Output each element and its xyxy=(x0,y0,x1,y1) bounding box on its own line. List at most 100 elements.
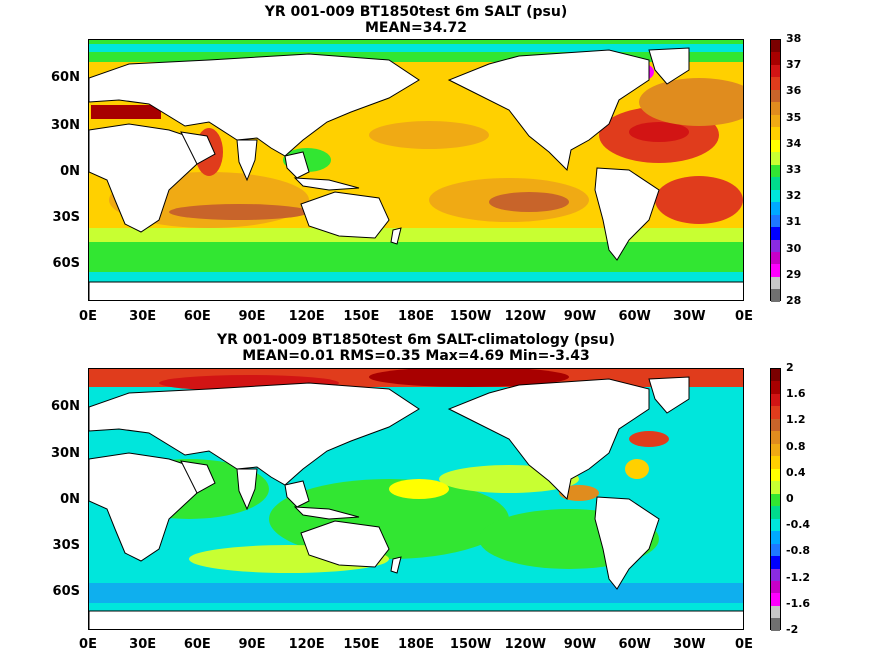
x-tick-label: 30E xyxy=(129,309,157,324)
y-tick-label: 60S xyxy=(52,584,80,599)
y-tick-label: 60N xyxy=(51,70,80,85)
colorbar-segment xyxy=(771,77,780,90)
x-tick-label: 30W xyxy=(673,637,706,652)
colorbar-label: 32 xyxy=(786,189,802,203)
colorbar-segment xyxy=(771,202,780,215)
salt-map xyxy=(88,39,744,301)
x-tick-label: 0E xyxy=(735,309,753,324)
y-tick-label: 0N xyxy=(60,492,80,507)
colorbar-label: -1.6 xyxy=(786,596,811,610)
x-tick-label: 60E xyxy=(183,637,211,652)
colorbar-segment xyxy=(771,127,780,140)
colorbar-segment xyxy=(771,531,780,544)
colorbar-segment xyxy=(771,468,780,482)
y-tick-label: 60N xyxy=(51,399,80,414)
colorbar-segment xyxy=(771,227,780,240)
salt-colorbar xyxy=(770,39,781,302)
colorbar-label: 1.6 xyxy=(786,387,806,401)
x-tick-label: 60W xyxy=(618,309,651,324)
colorbar-segment xyxy=(771,393,780,407)
x-tick-label: 120E xyxy=(288,309,325,324)
x-tick-label: 60W xyxy=(618,637,651,652)
colorbar-label: -2 xyxy=(786,623,799,636)
colorbar-label: 38 xyxy=(786,32,802,45)
colorbar-label: 1.2 xyxy=(786,413,806,427)
colorbar-segment xyxy=(771,264,780,277)
x-tick-label: 150E xyxy=(343,637,380,652)
colorbar-segment xyxy=(771,89,780,103)
panel1-title-line2: MEAN=34.72 xyxy=(364,20,468,36)
colorbar-label: 35 xyxy=(786,110,802,124)
colorbar-segment xyxy=(771,189,780,203)
x-tick-label: 180E xyxy=(397,309,435,324)
x-tick-label: 120E xyxy=(288,637,325,652)
x-tick-label: 0E xyxy=(79,309,97,324)
colorbar-segment xyxy=(771,114,780,128)
colorbar-segment xyxy=(771,568,780,581)
colorbar-segment xyxy=(771,177,780,190)
salt-anomaly-map xyxy=(88,368,744,630)
colorbar-segment xyxy=(771,456,780,469)
colorbar-segment xyxy=(771,251,780,265)
colorbar-segment xyxy=(771,64,780,78)
colorbar-segment xyxy=(771,369,780,382)
colorbar-segment xyxy=(771,481,780,494)
x-tick-label: 90E xyxy=(238,637,266,652)
colorbar-label: 0.4 xyxy=(786,465,806,479)
colorbar-label: -1.2 xyxy=(786,570,811,584)
x-tick-label: 60E xyxy=(183,309,211,324)
colorbar-segment xyxy=(771,276,780,290)
y-tick-label: 30S xyxy=(52,210,80,225)
salt-anomaly-colorbar xyxy=(770,368,781,631)
x-tick-label: 90W xyxy=(563,637,597,652)
colorbar-segment xyxy=(771,556,780,569)
colorbar-segment xyxy=(771,506,780,519)
colorbar-label: 2 xyxy=(786,361,794,374)
colorbar-segment xyxy=(771,164,780,178)
colorbar-segment xyxy=(771,543,780,557)
x-tick-label: 180E xyxy=(397,637,435,652)
colorbar-label: 0.8 xyxy=(786,439,806,453)
panel1-title-line1: YR 001-009 BT1850test 6m SALT (psu) xyxy=(264,4,568,20)
colorbar-segment xyxy=(771,102,780,115)
colorbar-segment xyxy=(771,289,780,302)
colorbar-segment xyxy=(771,239,780,252)
x-tick-label: 150W xyxy=(449,309,492,324)
colorbar-segment xyxy=(771,418,780,432)
colorbar-label: 31 xyxy=(786,215,802,229)
colorbar-label: 29 xyxy=(786,267,802,281)
colorbar-segment xyxy=(771,593,780,606)
colorbar-label: 34 xyxy=(786,136,802,150)
y-tick-label: 60S xyxy=(52,256,80,271)
colorbar-label: -0.4 xyxy=(786,518,811,532)
x-tick-label: 90E xyxy=(238,309,266,324)
colorbar-segment xyxy=(771,214,780,228)
y-tick-label: 0N xyxy=(60,164,80,179)
colorbar-label: 36 xyxy=(786,84,802,98)
x-tick-label: 120W xyxy=(504,637,547,652)
panel2-title-line2: MEAN=0.01 RMS=0.35 Max=4.69 Min=-3.43 xyxy=(242,348,590,364)
colorbar-label: 37 xyxy=(786,58,802,72)
y-tick-label: 30N xyxy=(51,118,80,133)
colorbar-segment xyxy=(771,618,780,631)
colorbar-segment xyxy=(771,52,780,65)
x-tick-label: 150W xyxy=(449,637,492,652)
colorbar-label: 33 xyxy=(786,163,802,176)
colorbar-segment xyxy=(771,139,780,153)
colorbar-label: 0 xyxy=(786,492,794,505)
x-tick-label: 0E xyxy=(79,637,97,652)
y-tick-label: 30N xyxy=(51,446,80,461)
colorbar-segment xyxy=(771,381,780,394)
x-tick-label: 90W xyxy=(563,309,597,324)
x-tick-label: 30E xyxy=(129,637,157,652)
x-tick-label: 120W xyxy=(504,309,547,324)
colorbar-label: 30 xyxy=(786,241,802,255)
colorbar-segment xyxy=(771,431,780,444)
colorbar-segment xyxy=(771,580,780,594)
x-tick-label: 0E xyxy=(735,637,753,652)
colorbar-label: -0.8 xyxy=(786,544,811,558)
colorbar-segment xyxy=(771,518,780,532)
x-tick-label: 30W xyxy=(673,309,706,324)
colorbar-segment xyxy=(771,443,780,457)
colorbar-segment xyxy=(771,406,780,419)
